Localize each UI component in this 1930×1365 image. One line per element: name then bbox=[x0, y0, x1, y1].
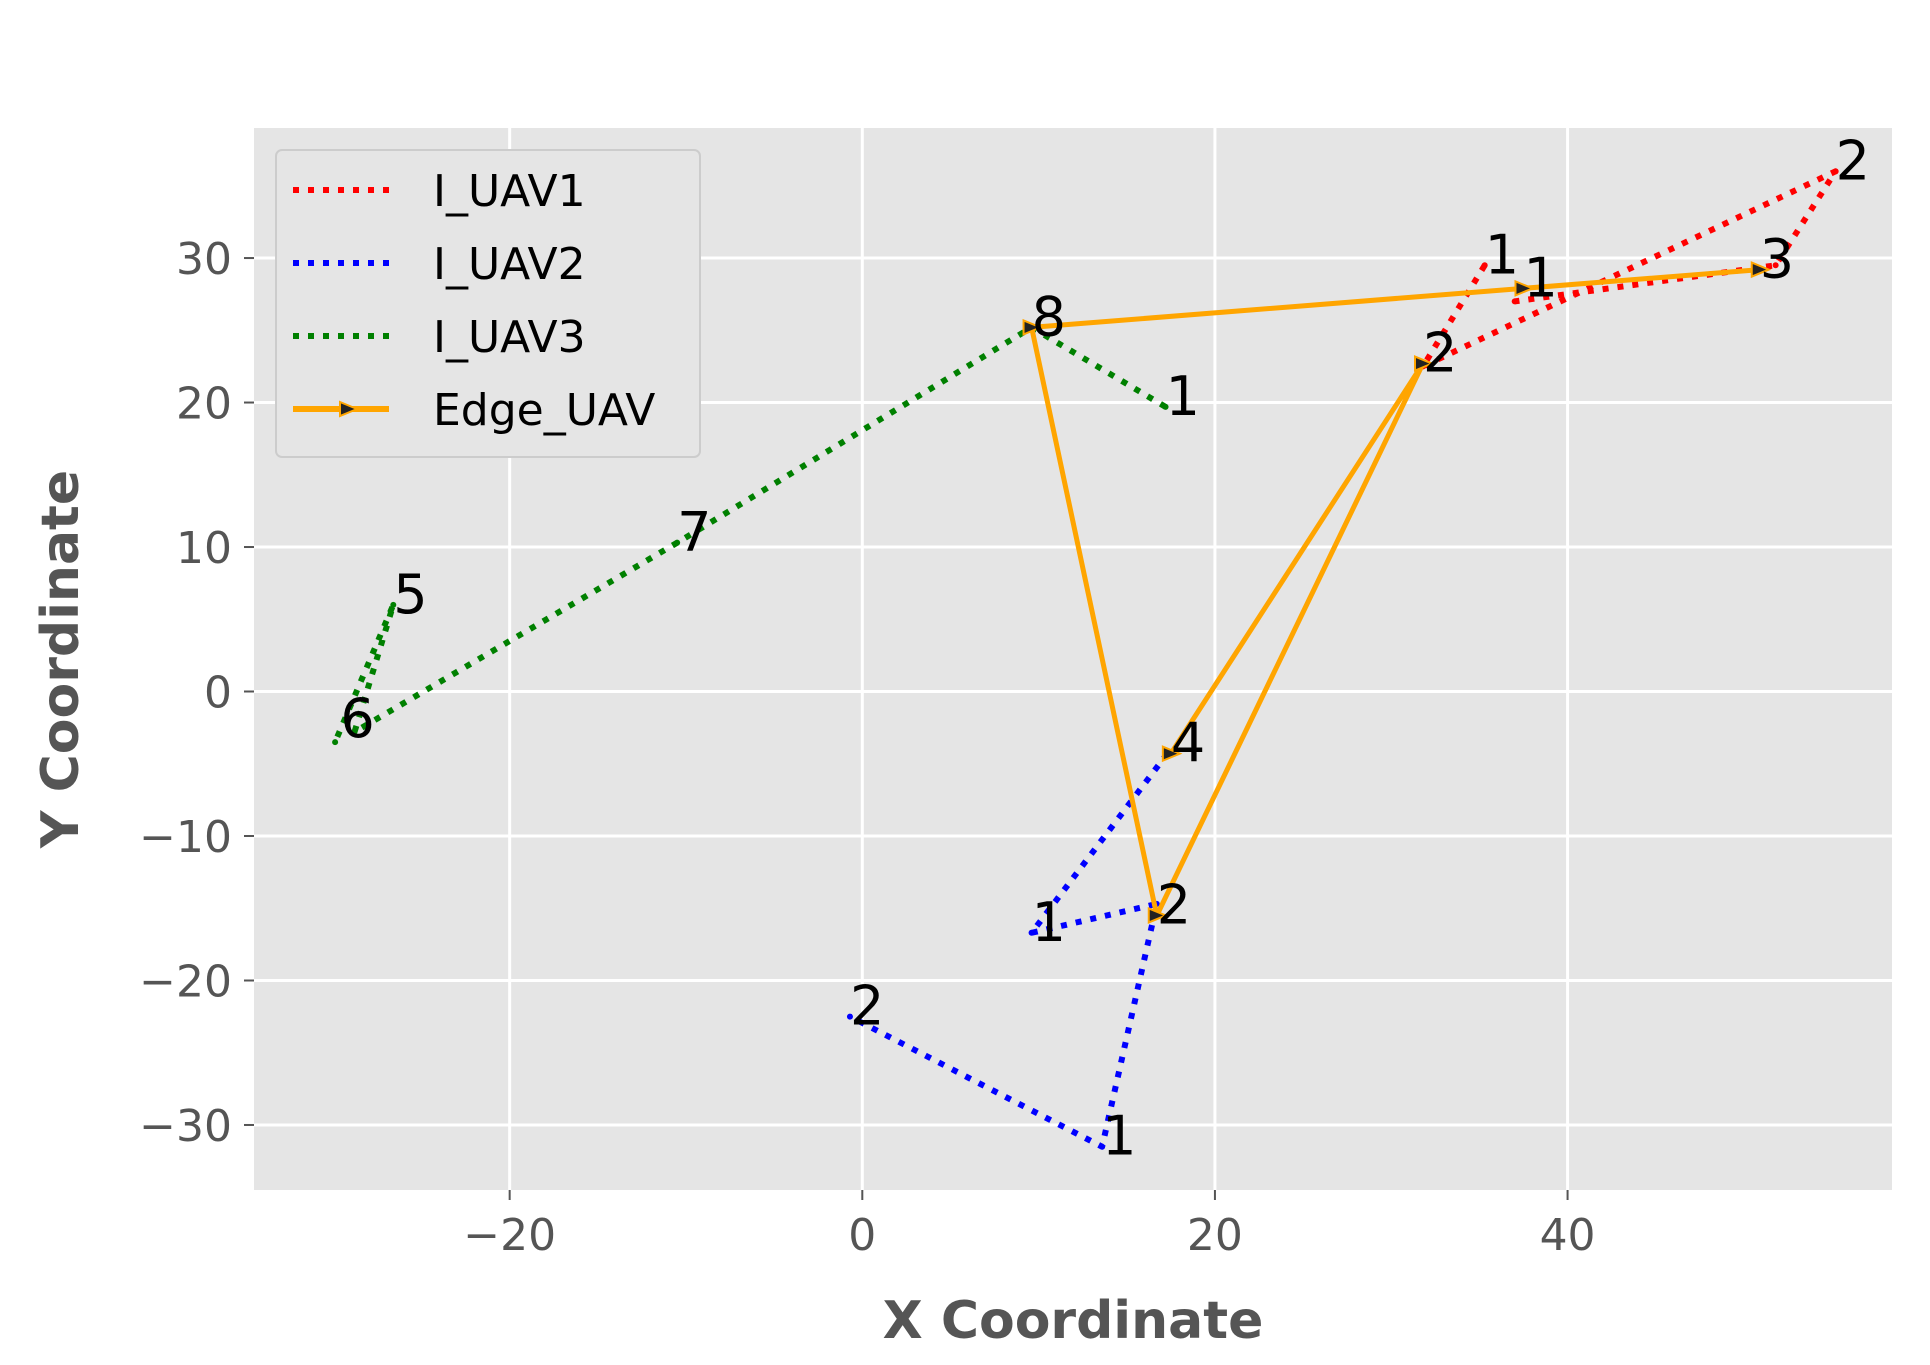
point-label: 8 bbox=[1032, 285, 1066, 348]
data-point-edge-uav bbox=[1750, 261, 1772, 279]
x-tick-label: 0 bbox=[848, 1210, 876, 1261]
point-label: 1 bbox=[1032, 891, 1066, 954]
legend-box bbox=[275, 149, 701, 458]
x-tick-label: 40 bbox=[1540, 1210, 1596, 1261]
grid-lines bbox=[254, 128, 1892, 1190]
x-axis-ticks: −20 0 20 40 bbox=[463, 1190, 1596, 1261]
point-label: 2 bbox=[850, 975, 884, 1038]
legend-label: I_UAV1 bbox=[433, 166, 586, 217]
point-label: 2 bbox=[1423, 322, 1457, 385]
data-point-edge-uav bbox=[1161, 745, 1183, 763]
y-axis-title: Y Coordinate bbox=[31, 470, 91, 849]
data-point-i-uav2 bbox=[846, 1013, 853, 1020]
point-label: 5 bbox=[393, 563, 427, 626]
data-point-i-uav2 bbox=[1028, 929, 1035, 936]
legend: I_UAV1 I_UAV2 I_UAV3 Edge_UAV bbox=[275, 149, 701, 458]
y-tick-label: 20 bbox=[176, 379, 232, 430]
series-line-edge-uav bbox=[1029, 267, 1763, 918]
x-tick-label: 20 bbox=[1187, 1210, 1243, 1261]
point-label: 3 bbox=[1760, 228, 1794, 291]
point-label: 4 bbox=[1171, 712, 1205, 775]
point-label: 1 bbox=[1485, 223, 1519, 286]
y-tick-label: 30 bbox=[176, 234, 232, 285]
data-point-i-uav1 bbox=[1511, 298, 1518, 305]
y-tick-label: −20 bbox=[139, 956, 232, 1007]
y-tick-label: −10 bbox=[139, 812, 232, 863]
legend-label: I_UAV2 bbox=[433, 239, 586, 290]
series-layer bbox=[332, 168, 1839, 1150]
point-label: 2 bbox=[1836, 129, 1870, 192]
point-label: 1 bbox=[1166, 365, 1200, 428]
legend-label: I_UAV3 bbox=[433, 312, 586, 363]
data-point-edge-uav bbox=[1413, 355, 1435, 373]
legend-label: Edge_UAV bbox=[433, 385, 655, 436]
data-point-i-uav3 bbox=[332, 739, 339, 746]
data-point-i-uav3 bbox=[1162, 403, 1169, 410]
y-tick-label: 0 bbox=[204, 668, 232, 719]
legend-marker bbox=[339, 400, 360, 418]
data-point-i-uav3 bbox=[674, 539, 681, 546]
y-tick-label: −30 bbox=[139, 1101, 232, 1152]
point-label: 1 bbox=[1523, 246, 1557, 309]
point-label: 2 bbox=[1157, 873, 1191, 936]
data-point-edge-uav bbox=[1147, 906, 1169, 924]
data-point-i-uav2 bbox=[1099, 1143, 1106, 1150]
y-axis-ticks: −30 −20 −10 0 10 20 30 bbox=[139, 234, 254, 1152]
series-line-i-uav3 bbox=[332, 324, 1168, 744]
data-point-i-uav3 bbox=[390, 601, 397, 608]
data-point-i-uav1 bbox=[1481, 262, 1488, 269]
point-label: 6 bbox=[340, 687, 374, 750]
x-axis-title: X Coordinate bbox=[883, 1291, 1264, 1351]
data-point-edge-uav bbox=[1022, 318, 1044, 336]
data-point-i-uav3 bbox=[351, 728, 358, 735]
point-label: 1 bbox=[1102, 1105, 1136, 1168]
data-point-i-uav1 bbox=[1772, 262, 1779, 269]
data-point-i-uav1 bbox=[1832, 168, 1839, 175]
x-tick-label: −20 bbox=[463, 1210, 556, 1261]
point-label: 7 bbox=[677, 501, 711, 564]
data-point-edge-uav bbox=[1514, 279, 1536, 297]
y-tick-label: 10 bbox=[176, 523, 232, 574]
